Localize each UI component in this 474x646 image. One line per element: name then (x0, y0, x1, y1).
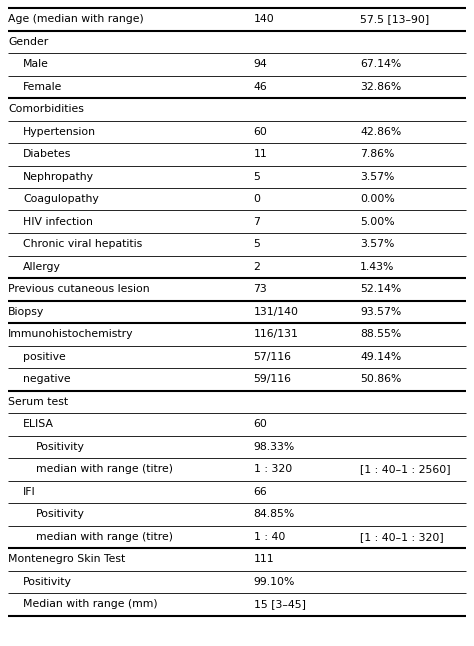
Text: 2: 2 (254, 262, 261, 272)
Text: 11: 11 (254, 149, 267, 160)
Text: 1.43%: 1.43% (360, 262, 395, 272)
Text: 32.86%: 32.86% (360, 82, 401, 92)
Text: 93.57%: 93.57% (360, 307, 401, 317)
Text: 3.57%: 3.57% (360, 172, 395, 182)
Text: Chronic viral hepatitis: Chronic viral hepatitis (23, 239, 142, 249)
Text: 60: 60 (254, 127, 267, 137)
Text: Female: Female (23, 82, 63, 92)
Text: 15 [3–45]: 15 [3–45] (254, 599, 306, 609)
Text: negative: negative (23, 374, 71, 384)
Text: Coagulopathy: Coagulopathy (23, 194, 99, 204)
Text: Biopsy: Biopsy (8, 307, 44, 317)
Text: 66: 66 (254, 486, 267, 497)
Text: 3.57%: 3.57% (360, 239, 395, 249)
Text: Nephropathy: Nephropathy (23, 172, 94, 182)
Text: 111: 111 (254, 554, 274, 564)
Text: 0: 0 (254, 194, 261, 204)
Text: IFI: IFI (23, 486, 36, 497)
Text: Serum test: Serum test (8, 397, 68, 407)
Text: Immunohistochemistry: Immunohistochemistry (8, 329, 134, 339)
Text: HIV infection: HIV infection (23, 217, 93, 227)
Text: 5: 5 (254, 239, 261, 249)
Text: [1 : 40–1 : 320]: [1 : 40–1 : 320] (360, 532, 444, 542)
Text: 57.5 [13–90]: 57.5 [13–90] (360, 14, 429, 25)
Text: [1 : 40–1 : 2560]: [1 : 40–1 : 2560] (360, 464, 451, 474)
Text: 7.86%: 7.86% (360, 149, 395, 160)
Text: Median with range (mm): Median with range (mm) (23, 599, 158, 609)
Text: 0.00%: 0.00% (360, 194, 395, 204)
Text: 99.10%: 99.10% (254, 577, 295, 587)
Text: 52.14%: 52.14% (360, 284, 401, 294)
Text: Hypertension: Hypertension (23, 127, 96, 137)
Text: Age (median with range): Age (median with range) (8, 14, 144, 25)
Text: 98.33%: 98.33% (254, 442, 295, 452)
Text: 131/140: 131/140 (254, 307, 299, 317)
Text: 94: 94 (254, 59, 267, 69)
Text: Positivity: Positivity (23, 577, 72, 587)
Text: 60: 60 (254, 419, 267, 429)
Text: 140: 140 (254, 14, 274, 25)
Text: 84.85%: 84.85% (254, 509, 295, 519)
Text: 59/116: 59/116 (254, 374, 292, 384)
Text: Previous cutaneous lesion: Previous cutaneous lesion (8, 284, 150, 294)
Text: 50.86%: 50.86% (360, 374, 401, 384)
Text: 1 : 40: 1 : 40 (254, 532, 285, 542)
Text: 1 : 320: 1 : 320 (254, 464, 292, 474)
Text: 67.14%: 67.14% (360, 59, 401, 69)
Text: Male: Male (23, 59, 49, 69)
Text: 42.86%: 42.86% (360, 127, 401, 137)
Text: 116/131: 116/131 (254, 329, 299, 339)
Text: Montenegro Skin Test: Montenegro Skin Test (8, 554, 125, 564)
Text: Gender: Gender (8, 37, 48, 47)
Text: Diabetes: Diabetes (23, 149, 72, 160)
Text: 57/116: 57/116 (254, 352, 292, 362)
Text: 73: 73 (254, 284, 267, 294)
Text: Comorbidities: Comorbidities (8, 104, 84, 114)
Text: 46: 46 (254, 82, 267, 92)
Text: median with range (titre): median with range (titre) (36, 532, 173, 542)
Text: 7: 7 (254, 217, 261, 227)
Text: Positivity: Positivity (36, 509, 85, 519)
Text: 5: 5 (254, 172, 261, 182)
Text: median with range (titre): median with range (titre) (36, 464, 173, 474)
Text: 88.55%: 88.55% (360, 329, 401, 339)
Text: 49.14%: 49.14% (360, 352, 401, 362)
Text: ELISA: ELISA (23, 419, 54, 429)
Text: Allergy: Allergy (23, 262, 61, 272)
Text: Positivity: Positivity (36, 442, 85, 452)
Text: 5.00%: 5.00% (360, 217, 395, 227)
Text: positive: positive (23, 352, 66, 362)
